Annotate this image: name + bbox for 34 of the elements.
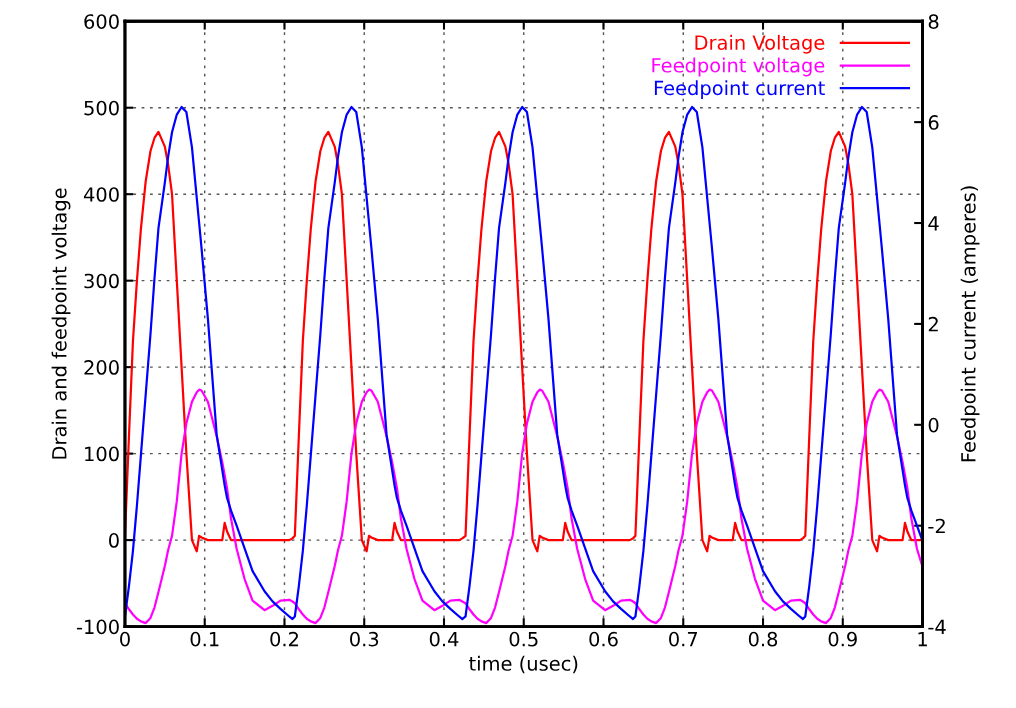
x-tick-label: 0.4 bbox=[429, 631, 459, 647]
line-series bbox=[124, 130, 923, 553]
x-tick-label: 0.9 bbox=[828, 631, 857, 647]
y2-tick-label: -4 bbox=[928, 619, 946, 634]
y2-tick-label: 8 bbox=[928, 14, 939, 29]
y2-tick-label: 4 bbox=[928, 216, 939, 231]
y-tick-label: 0 bbox=[109, 533, 119, 548]
legend-label: Drain Voltage bbox=[695, 34, 825, 54]
y-tick-label: 600 bbox=[84, 14, 119, 29]
y-tick-label: 500 bbox=[84, 100, 119, 116]
y-tick-label: -100 bbox=[76, 619, 119, 635]
legend-label: Feedpoint voltage bbox=[652, 57, 825, 77]
x-tick-label: 1 bbox=[918, 632, 927, 647]
x-tick-label: 0.2 bbox=[270, 631, 298, 647]
y2-axis-title: Feedpoint current (amperes) bbox=[960, 186, 980, 462]
y2-tick-label: -2 bbox=[928, 518, 945, 534]
y2-tick-label: 6 bbox=[928, 115, 939, 130]
x-tick-label: 0.8 bbox=[748, 631, 778, 647]
line-series bbox=[124, 105, 923, 621]
x-tick-label: 0.6 bbox=[589, 631, 618, 647]
y-tick-label: 200 bbox=[84, 360, 119, 375]
legend-label: Feedpoint current bbox=[654, 80, 825, 100]
y-tick-label: 300 bbox=[84, 273, 119, 289]
x-tick-label: 0.3 bbox=[350, 631, 379, 647]
x-tick-label: 0.5 bbox=[509, 631, 538, 647]
y2-tick-label: 2 bbox=[928, 316, 938, 332]
x-tick-label: 0.7 bbox=[669, 631, 698, 647]
x-axis-title: time (usec) bbox=[469, 655, 578, 674]
y-axis-title: Drain and feedpoint voltage bbox=[51, 188, 71, 459]
y-tick-label: 100 bbox=[85, 446, 119, 462]
y2-tick-label: 0 bbox=[928, 417, 939, 433]
x-tick-label: 0 bbox=[120, 631, 130, 647]
x-tick-label: 0.1 bbox=[190, 631, 219, 647]
y-tick-label: 400 bbox=[83, 187, 119, 202]
